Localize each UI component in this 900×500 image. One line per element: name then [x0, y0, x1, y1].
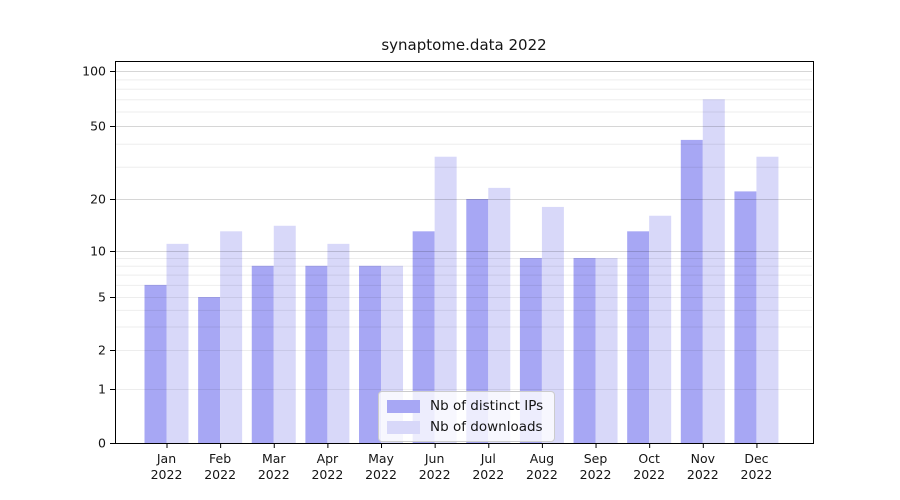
- x-axis-tick-label-year: 2022: [419, 467, 451, 482]
- y-axis-tick-label: 20: [90, 192, 106, 207]
- x-axis-tick-label-month: May: [368, 451, 394, 466]
- bar-feb-downloads: [220, 231, 243, 443]
- bar-feb-distinct-ips: [198, 297, 221, 443]
- bar-nov-downloads: [702, 99, 725, 444]
- bar-sep-distinct-ips: [573, 257, 596, 443]
- x-axis-tick-label-year: 2022: [151, 467, 183, 482]
- bar-mar-distinct-ips: [251, 265, 274, 443]
- x-axis: Jan2022Feb2022Mar2022Apr2022May2022Jun20…: [151, 443, 773, 482]
- y-axis-tick-label: 10: [90, 244, 106, 259]
- bar-mar-downloads: [273, 225, 296, 443]
- bar-jan-downloads: [166, 243, 189, 443]
- x-axis-tick-label-year: 2022: [580, 467, 612, 482]
- x-axis-tick-label-month: Apr: [317, 451, 339, 466]
- legend: Nb of distinct IPs Nb of downloads: [378, 391, 556, 442]
- x-axis-tick-label-year: 2022: [472, 467, 504, 482]
- gridlines-group: [116, 71, 812, 390]
- legend-label-downloads: Nb of downloads: [430, 419, 543, 435]
- y-axis-tick-label: 0: [98, 436, 106, 451]
- x-axis-tick-label-month: Feb: [209, 451, 231, 466]
- x-axis-tick-label-month: Sep: [584, 451, 608, 466]
- x-axis-tick-label-month: Mar: [262, 451, 286, 466]
- y-axis-tick-label: 100: [82, 64, 106, 79]
- legend-item-distinct-ips: Nb of distinct IPs: [387, 398, 543, 414]
- legend-label-distinct-ips: Nb of distinct IPs: [430, 398, 544, 414]
- bar-jun-distinct-ips: [412, 231, 435, 443]
- legend-swatch-downloads: [387, 420, 420, 434]
- x-axis-tick-label-month: Aug: [530, 451, 554, 466]
- bar-sep-downloads: [595, 257, 618, 443]
- bar-oct-distinct-ips: [627, 231, 650, 443]
- chart-title: synaptome.data 2022: [381, 36, 547, 54]
- bar-dec-distinct-ips: [734, 191, 757, 443]
- bar-may-distinct-ips: [359, 265, 382, 443]
- x-axis-tick-label-year: 2022: [633, 467, 665, 482]
- x-axis-tick-label-month: Jul: [480, 451, 496, 466]
- bar-jun-downloads: [434, 156, 457, 444]
- bar-aug-downloads: [541, 206, 564, 443]
- bar-apr-downloads: [327, 243, 350, 443]
- x-axis-tick-label-month: Dec: [744, 451, 768, 466]
- y-axis-tick-label: 1: [98, 382, 106, 397]
- x-axis-tick-label-year: 2022: [258, 467, 290, 482]
- bar-jan-distinct-ips: [144, 284, 167, 443]
- y-axis-tick-label: 5: [98, 290, 106, 305]
- bar-dec-downloads: [756, 156, 779, 444]
- y-axis-tick-label: 2: [98, 343, 106, 358]
- bar-jul-distinct-ips: [466, 199, 489, 443]
- x-axis-tick-label-year: 2022: [311, 467, 343, 482]
- x-axis-tick-label-month: Oct: [638, 451, 660, 466]
- y-axis-tick-label: 50: [90, 119, 106, 134]
- x-axis-tick-label-year: 2022: [526, 467, 558, 482]
- bar-nov-distinct-ips: [680, 139, 703, 443]
- x-axis-tick-label-month: Nov: [691, 451, 716, 466]
- x-axis-tick-label-month: Jun: [424, 451, 445, 466]
- x-axis-tick-label-year: 2022: [741, 467, 773, 482]
- bar-apr-distinct-ips: [305, 265, 328, 443]
- legend-item-downloads: Nb of downloads: [387, 419, 543, 435]
- bar-oct-downloads: [649, 215, 672, 443]
- axes-frame: [115, 61, 814, 444]
- bar-jul-downloads: [488, 187, 511, 443]
- bars-group: [144, 99, 779, 444]
- x-axis-tick-label-month: Jan: [156, 451, 176, 466]
- x-axis-tick-label-year: 2022: [687, 467, 719, 482]
- legend-swatch-distinct-ips: [387, 399, 420, 413]
- x-axis-tick-label-year: 2022: [365, 467, 397, 482]
- x-axis-tick-label-year: 2022: [204, 467, 236, 482]
